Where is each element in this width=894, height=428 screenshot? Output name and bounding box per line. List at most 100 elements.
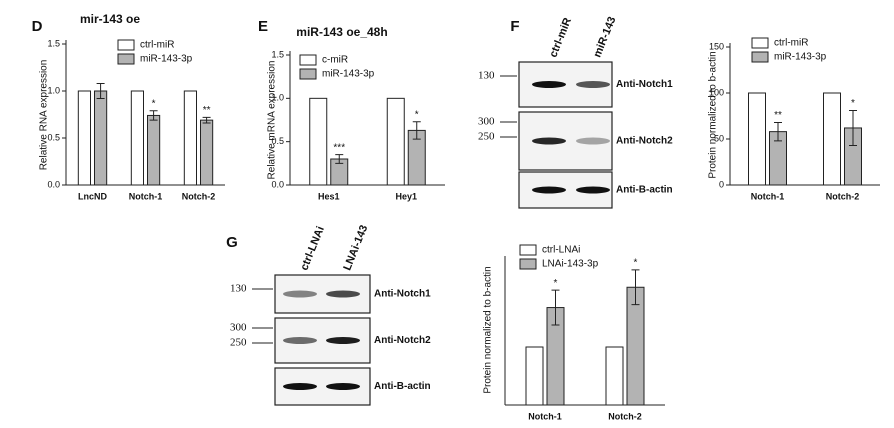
blot-band — [283, 337, 317, 344]
blot-band — [576, 81, 610, 88]
panel-letter: G — [226, 234, 238, 251]
x-tick-label: Notch-1 — [129, 191, 163, 201]
lane-label: LNAi-143 — [341, 224, 370, 273]
x-tick-label: Notch-2 — [182, 191, 216, 201]
panel-letter: D — [32, 18, 43, 35]
x-tick-label: LncND — [78, 191, 108, 201]
legend-label: c-miR — [322, 55, 348, 66]
size-marker: 130 — [230, 283, 247, 295]
legend-swatch — [751, 51, 769, 63]
size-marker: 250 — [230, 337, 247, 349]
blot-band — [326, 290, 360, 298]
error-bar — [149, 110, 158, 121]
error-bar — [202, 116, 211, 124]
significance: *** — [333, 142, 345, 153]
y-axis-label: Protein normalized to b-actin — [708, 51, 719, 178]
bar — [147, 114, 161, 186]
legend-label: miR-143-3p — [140, 54, 193, 65]
y-tick-label: 150 — [709, 41, 724, 51]
chart-title: miR-143 oe_48h — [296, 25, 387, 39]
size-marker: 300 — [478, 116, 495, 128]
error-bar — [774, 121, 782, 142]
y-tick-label: 1.0 — [47, 85, 60, 95]
size-marker: 130 — [478, 70, 495, 82]
significance: * — [634, 258, 638, 269]
significance: ** — [774, 110, 782, 121]
significance: * — [415, 109, 419, 120]
legend-swatch — [751, 37, 769, 49]
y-tick-label: 100 — [709, 87, 724, 97]
lane-label: ctrl-LNAi — [298, 225, 327, 273]
y-tick-label: 1.0 — [271, 93, 284, 103]
blot-label: Anti-B-actin — [616, 185, 673, 196]
blot-label: Anti-B-actin — [374, 381, 431, 392]
blot-band — [326, 337, 360, 344]
legend-swatch — [519, 258, 537, 270]
legend-swatch — [299, 54, 317, 66]
x-tick-label: Hey1 — [395, 191, 417, 201]
blot-band — [576, 137, 610, 145]
legend-label: ctrl-miR — [774, 38, 808, 49]
error-bar — [849, 109, 857, 146]
y-tick-label: 0 — [719, 179, 724, 189]
bar — [525, 346, 544, 406]
x-tick-label: Notch-2 — [826, 191, 860, 201]
blot-band — [532, 137, 566, 145]
error-bar — [335, 154, 344, 164]
legend-swatch — [117, 39, 135, 51]
blot-label: Anti-Notch2 — [616, 136, 673, 147]
significance: ** — [203, 105, 211, 116]
error-bar — [551, 289, 560, 326]
significance: * — [152, 98, 156, 109]
x-tick-label: Notch-1 — [751, 191, 785, 201]
panel-letter: E — [258, 18, 268, 35]
blot-label: Anti-Notch1 — [374, 289, 431, 300]
y-axis-label: Relative mRNA expression — [267, 61, 278, 180]
legend-label: ctrl-miR — [140, 40, 174, 51]
legend-label: LNAi-143-3p — [542, 259, 599, 270]
y-axis-label: Protein normalized to b-actin — [483, 266, 494, 393]
blot-band — [283, 290, 317, 298]
y-tick-label: 0.0 — [271, 179, 284, 189]
bar — [77, 90, 91, 186]
x-tick-label: Hes1 — [318, 191, 340, 201]
legend-label: miR-143-3p — [322, 69, 375, 80]
blot-band — [326, 383, 360, 390]
blot-label: Anti-Notch1 — [616, 79, 673, 90]
blot-band — [283, 383, 317, 390]
legend-swatch — [519, 244, 537, 256]
y-axis-label: Relative RNA expression — [39, 60, 50, 171]
bar — [183, 90, 197, 186]
bar — [823, 92, 841, 186]
error-bar — [412, 121, 421, 140]
bar — [200, 119, 214, 186]
y-tick-label: 1.5 — [47, 38, 60, 48]
legend-swatch — [299, 68, 317, 80]
lane-label: ctrl-miR — [547, 16, 574, 59]
lane-label: miR-143 — [591, 15, 618, 59]
size-marker: 300 — [230, 322, 247, 334]
panel-letter: F — [510, 18, 519, 35]
x-tick-label: Notch-1 — [528, 411, 562, 421]
legend-label: miR-143-3p — [774, 52, 827, 63]
blot-label: Anti-Notch2 — [374, 335, 431, 346]
bar — [94, 90, 108, 186]
y-tick-label: 1.5 — [271, 49, 284, 59]
bar — [748, 92, 766, 186]
size-marker: 250 — [478, 131, 495, 143]
x-tick-label: Notch-2 — [608, 411, 642, 421]
bar — [309, 97, 328, 186]
legend-label: ctrl-LNAi — [542, 245, 580, 256]
blot-band — [532, 186, 566, 194]
error-bar — [631, 269, 640, 306]
y-tick-label: 0.5 — [271, 136, 284, 146]
blot-band — [576, 186, 610, 194]
y-tick-label: 0.5 — [47, 132, 60, 142]
bar — [130, 90, 144, 186]
bar — [605, 346, 624, 406]
chart-title: mir-143 oe — [80, 12, 140, 26]
y-tick-label: 50 — [714, 133, 724, 143]
error-bar — [96, 82, 105, 100]
y-tick-label: 0.0 — [47, 179, 60, 189]
